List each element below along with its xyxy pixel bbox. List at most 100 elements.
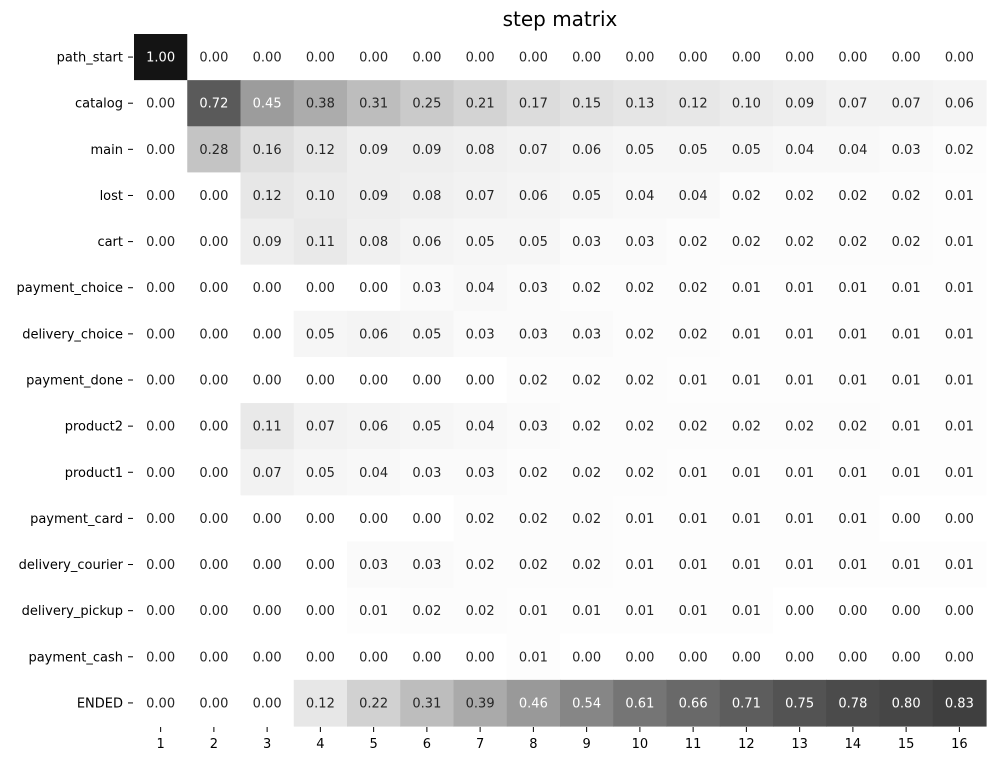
cell-value-label: 0.00 [572,51,601,66]
cell-value-label: 0.03 [625,235,654,250]
row-tick-label: path_start [57,51,123,66]
heatmap-cell [666,126,721,173]
heatmap-cell [613,264,668,312]
cell-value-label: 0.00 [199,650,228,665]
cell-value-label: 0.01 [732,327,761,342]
cell-value-label: 0.00 [199,696,228,711]
heatmap-cell [400,218,455,266]
heatmap-cell [773,541,827,589]
cell-value-label: 0.01 [892,466,921,481]
cell-value-label: 0.02 [785,189,814,204]
heatmap-cell [879,403,934,450]
heatmap-cell [719,356,774,404]
heatmap-cell [826,34,881,81]
cell-value-label: 0.00 [732,650,761,665]
heatmap-cell [719,264,774,312]
row-tick-label: payment_choice [16,281,123,296]
cell-value-label: 0.00 [892,51,921,66]
heatmap-cell [134,218,188,266]
heatmap-cell [506,541,561,589]
heatmap-cell [187,356,242,404]
cell-value-label: 0.01 [785,281,814,296]
cell-value-label: 0.12 [253,189,282,204]
heatmap-cell [879,633,934,681]
cell-value-label: 0.00 [785,604,814,619]
heatmap-cell [453,403,508,450]
cell-value-label: 0.02 [679,281,708,296]
heatmap-cell [187,495,242,543]
cell-value-label: 0.01 [838,558,867,573]
heatmap-cell [666,403,721,450]
heatmap-cell [826,264,881,312]
cell-value-label: 0.01 [838,374,867,389]
cell-value-label: 0.05 [679,143,708,158]
cell-value-label: 0.02 [679,235,708,250]
heatmap-cell [932,679,987,727]
heatmap-cell [293,80,348,127]
cell-value-label: 0.00 [306,374,335,389]
heatmap-cell [506,403,561,450]
row-tick-label: main [91,143,123,158]
heatmap-cell [134,34,188,81]
heatmap-cell [932,264,987,312]
cell-value-label: 0.00 [359,281,388,296]
cell-value-label: 0.03 [519,420,548,435]
heatmap-cell [347,34,401,81]
cell-value-label: 0.00 [146,420,175,435]
heatmap-cell [400,80,455,127]
heatmap-cell [560,80,614,127]
cell-value-label: 0.09 [785,97,814,112]
heatmap-cell [453,449,508,496]
heatmap-cell [932,126,987,173]
cell-value-label: 0.00 [412,374,441,389]
heatmap-cell [453,356,508,404]
cell-value-label: 0.01 [785,558,814,573]
cell-value-label: 0.00 [466,51,495,66]
cell-value-label: 0.00 [253,512,282,527]
heatmap-cell [187,264,242,312]
cell-value-label: 0.05 [306,466,335,481]
heatmap-cell [560,679,614,727]
cell-value-label: 0.54 [572,696,601,711]
heatmap-cell [613,126,668,173]
heatmap-cell [134,264,188,312]
heatmap-cell [453,679,508,727]
heatmap-cell [932,80,987,127]
heatmap-cell [134,356,188,404]
cell-value-label: 0.02 [519,558,548,573]
heatmap-cell [560,541,614,589]
cell-value-label: 0.80 [892,696,921,711]
heatmap-cell [240,356,295,404]
heatmap-cell [719,633,774,681]
cell-value-label: 0.00 [679,650,708,665]
heatmap-cell [666,264,721,312]
heatmap-cell [826,449,881,496]
heatmap-cell [932,310,987,358]
heatmap-cell [240,495,295,543]
cell-value-label: 0.03 [572,235,601,250]
cell-value-label: 0.02 [572,281,601,296]
cell-value-label: 0.01 [732,604,761,619]
heatmap-cell [560,356,614,404]
heatmap-cell [240,541,295,589]
heatmap-cell [506,80,561,127]
heatmap-cell [719,541,774,589]
heatmap-cells: 1.00 0.00 0.00 0.00 0.00 0.00 0.00 0.00 0.00 0.00… [134,34,987,727]
heatmap-cell [453,310,508,358]
cell-value-label: 0.00 [785,650,814,665]
row-tick-label: cart [97,235,123,250]
heatmap-cell [879,541,934,589]
heatmap-cell [613,80,668,127]
cell-value-label: 0.03 [466,466,495,481]
heatmap-cell [506,264,561,312]
cell-value-label: 0.04 [838,143,867,158]
cell-value-label: 0.08 [412,189,441,204]
cell-value-label: 0.00 [625,650,654,665]
heatmap-cell [826,356,881,404]
cell-value-label: 0.02 [519,466,548,481]
cell-value-label: 0.01 [625,512,654,527]
heatmap-cell [613,172,668,220]
heatmap-cell [773,449,827,496]
heatmap-cell [453,126,508,173]
